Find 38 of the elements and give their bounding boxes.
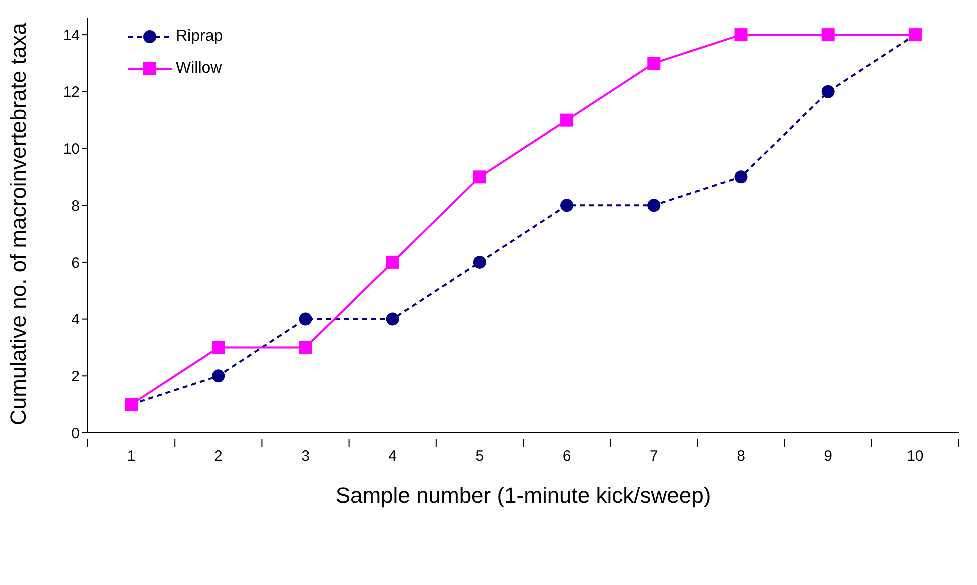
y-tick-label: 0 xyxy=(72,425,80,442)
point xyxy=(386,256,400,269)
x-tick-label: 5 xyxy=(476,448,484,465)
x-tick-label: 4 xyxy=(388,448,398,465)
legend-label: Riprap xyxy=(176,28,224,46)
point xyxy=(212,370,226,383)
point xyxy=(386,312,400,326)
point xyxy=(822,85,835,98)
point xyxy=(560,199,574,212)
x-tick-label: 9 xyxy=(824,448,833,465)
y-axis-title: Cumulative no. of macroinvertebrate taxa xyxy=(6,22,31,426)
y-tick-label: 8 xyxy=(72,198,80,215)
x-tick-label: 6 xyxy=(562,448,572,465)
y-tick-label: 12 xyxy=(63,84,80,102)
point xyxy=(734,170,748,184)
x-tick-label: 7 xyxy=(650,448,658,465)
x-tick-label: 2 xyxy=(214,448,223,465)
x-tick-label: 1 xyxy=(127,448,136,465)
y-tick-label: 4 xyxy=(72,312,80,329)
legend-label: Willow xyxy=(176,60,222,78)
point xyxy=(648,199,661,212)
point xyxy=(648,56,661,70)
y-tick-label: 14 xyxy=(63,27,80,44)
point xyxy=(473,170,486,184)
y-tick-label: 6 xyxy=(72,254,80,272)
y-tick-label: 2 xyxy=(72,368,80,386)
x-tick-label: 3 xyxy=(302,448,310,465)
point xyxy=(473,256,486,269)
x-tick-label: 10 xyxy=(907,448,924,465)
y-tick-label: 10 xyxy=(63,141,80,158)
x-axis-title: Sample number (1-minute kick/sweep) xyxy=(336,483,712,508)
point xyxy=(299,341,312,354)
x-tick-label: 8 xyxy=(737,448,746,465)
point xyxy=(822,28,835,42)
point xyxy=(212,341,226,354)
point xyxy=(734,28,748,42)
point xyxy=(560,114,574,127)
point xyxy=(299,312,312,326)
